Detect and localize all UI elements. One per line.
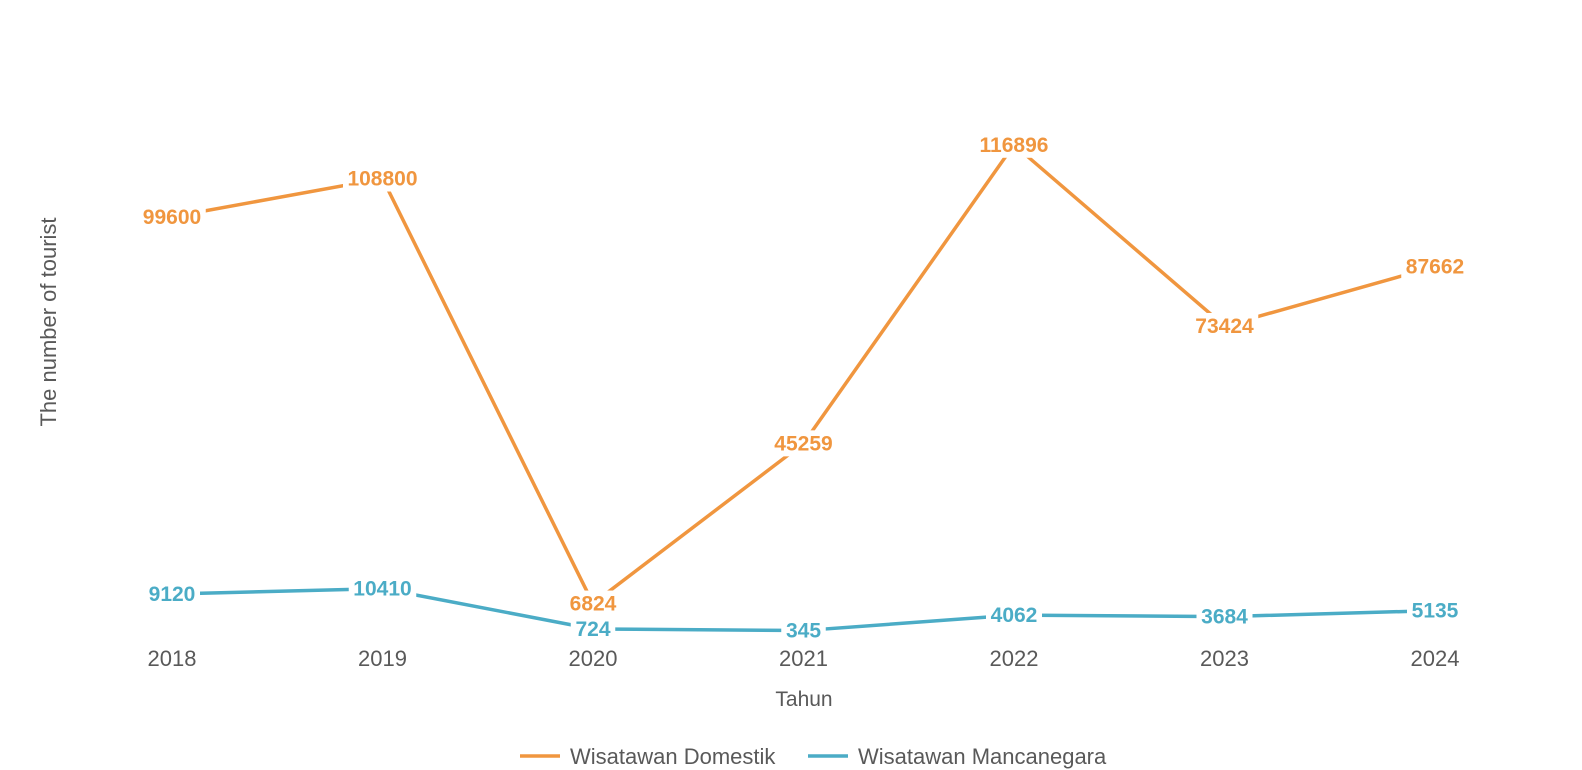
series-1: 99600 108800 6824 45259 116896 73424 87662 <box>138 131 1469 617</box>
data-label-background <box>1401 253 1469 280</box>
legend-item: Wisatawan Domestik <box>520 744 776 769</box>
data-label-background <box>138 203 206 230</box>
series-line <box>170 143 1437 606</box>
data-label: 9120 <box>149 583 196 606</box>
data-label: 724 <box>575 618 610 641</box>
x-axis-ticks: 2018 2019 2020 2021 2022 2023 2024 <box>148 646 1460 671</box>
y-axis-label: The number of tourist <box>36 217 61 426</box>
legend-item: Wisatawan Mancanegara <box>808 744 1107 769</box>
x-tick-label: 2018 <box>148 646 197 671</box>
data-label-background <box>144 580 200 607</box>
data-label-background <box>570 615 616 642</box>
data-label-background <box>769 430 838 457</box>
data-label: 345 <box>786 620 821 643</box>
data-label-background <box>1190 312 1259 339</box>
x-tick-label: 2019 <box>358 646 407 671</box>
data-label: 116896 <box>980 134 1049 157</box>
legend: Wisatawan Domestik Wisatawan Mancanegara <box>520 744 1107 769</box>
data-label: 99600 <box>143 206 201 229</box>
data-label: 73424 <box>1195 315 1254 338</box>
data-label: 6824 <box>570 593 617 616</box>
data-label-background <box>986 602 1042 629</box>
data-label: 108800 <box>347 168 417 191</box>
data-label-background <box>1407 597 1463 624</box>
data-label: 3684 <box>1201 606 1248 629</box>
x-tick-label: 2022 <box>990 646 1039 671</box>
series-layer: 99600 108800 6824 45259 116896 73424 87662 9120… <box>138 131 1469 644</box>
x-tick-label: 2020 <box>569 646 618 671</box>
series-2: 9120 10410 724 345 4062 3684 5135 <box>144 575 1463 644</box>
data-label-background <box>1196 603 1253 630</box>
x-tick-label: 2024 <box>1411 646 1460 671</box>
x-tick-label: 2023 <box>1200 646 1249 671</box>
legend-label: Wisatawan Mancanegara <box>858 744 1107 769</box>
x-axis-label: Tahun <box>775 688 832 711</box>
data-label-background <box>343 165 422 192</box>
data-label: 5135 <box>1412 600 1459 623</box>
data-label: 10410 <box>353 578 411 601</box>
data-label: 4062 <box>991 604 1038 627</box>
data-label-background <box>348 575 417 602</box>
data-label-background <box>974 131 1054 158</box>
legend-label: Wisatawan Domestik <box>570 744 776 769</box>
data-label-background <box>781 617 826 644</box>
data-label: 45259 <box>774 432 832 455</box>
data-label: 87662 <box>1406 256 1464 279</box>
x-tick-label: 2021 <box>779 646 828 671</box>
data-label-background <box>565 590 621 617</box>
